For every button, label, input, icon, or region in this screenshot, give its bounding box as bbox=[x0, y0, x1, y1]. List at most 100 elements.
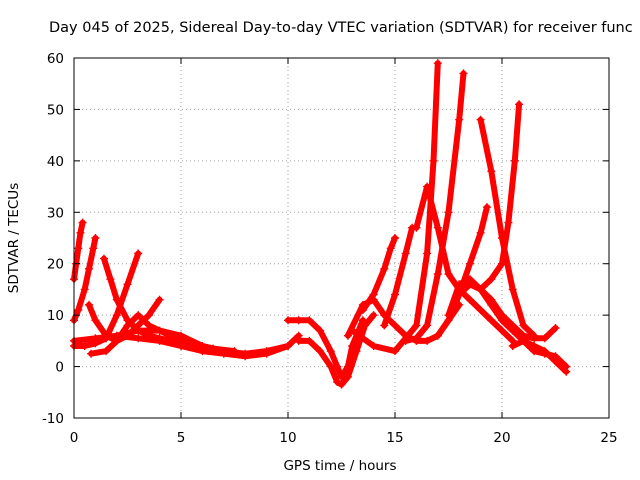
data-point-marker bbox=[483, 203, 492, 212]
data-point-marker bbox=[262, 349, 271, 358]
data-point-marker bbox=[348, 326, 357, 335]
x-axis-label: GPS time / hours bbox=[283, 458, 396, 474]
y-tick-label: 60 bbox=[47, 51, 64, 67]
x-tick-label: 5 bbox=[177, 430, 186, 446]
data-point-marker bbox=[198, 347, 207, 356]
data-point-marker bbox=[112, 331, 121, 340]
data-point-marker bbox=[455, 290, 464, 299]
data-point-marker bbox=[508, 321, 517, 330]
data-point-marker bbox=[102, 347, 111, 356]
data-point-marker bbox=[84, 264, 93, 273]
data-point-marker bbox=[134, 334, 143, 343]
data-point-marker bbox=[391, 290, 399, 299]
data-point-marker bbox=[429, 156, 438, 165]
data-point-marker bbox=[177, 331, 185, 340]
y-tick-label: 30 bbox=[47, 205, 64, 221]
data-point-marker bbox=[519, 321, 528, 330]
data-point-marker bbox=[155, 326, 164, 335]
data-point-marker bbox=[134, 249, 143, 258]
data-point-marker bbox=[91, 234, 100, 242]
data-point-marker bbox=[498, 234, 506, 242]
series-sat-u bbox=[455, 280, 560, 343]
data-point-marker bbox=[401, 336, 410, 345]
data-point-marker bbox=[112, 295, 121, 304]
data-point-marker bbox=[423, 321, 432, 330]
data-point-marker bbox=[444, 208, 453, 217]
data-point-marker bbox=[326, 362, 335, 371]
data-point-marker bbox=[74, 306, 83, 314]
x-tick-layer: 0 5 10 15 20 25 bbox=[70, 58, 618, 446]
data-point-marker bbox=[305, 336, 314, 345]
y-tick-label: 50 bbox=[47, 102, 64, 118]
data-point-marker bbox=[343, 372, 352, 381]
data-point-marker bbox=[177, 342, 185, 350]
data-point-marker bbox=[369, 290, 378, 299]
data-point-marker bbox=[380, 321, 389, 330]
data-point-marker bbox=[316, 326, 325, 335]
data-point-marker bbox=[91, 316, 100, 325]
series-sat-n bbox=[348, 59, 442, 356]
series-trace bbox=[477, 116, 538, 339]
data-point-marker bbox=[476, 285, 485, 294]
data-point-marker bbox=[459, 69, 468, 78]
data-point-marker bbox=[80, 285, 89, 294]
data-point-marker bbox=[391, 234, 399, 242]
data-point-marker bbox=[348, 342, 357, 350]
series-sat-s bbox=[476, 115, 539, 340]
data-point-marker bbox=[305, 316, 314, 325]
data-point-marker bbox=[508, 285, 517, 294]
series-trace bbox=[509, 337, 570, 370]
data-point-marker bbox=[241, 352, 250, 361]
data-point-marker bbox=[433, 59, 442, 68]
data-point-marker bbox=[444, 270, 453, 278]
data-point-marker bbox=[134, 326, 143, 335]
x-tick-label: 10 bbox=[279, 430, 296, 446]
data-point-marker bbox=[519, 336, 528, 345]
data-point-marker bbox=[455, 280, 464, 289]
series-sat-m bbox=[380, 223, 417, 330]
data-point-marker bbox=[515, 100, 524, 109]
data-point-marker bbox=[433, 223, 442, 232]
data-point-marker bbox=[498, 326, 506, 335]
data-point-marker bbox=[89, 244, 98, 253]
data-point-marker bbox=[498, 311, 506, 320]
x-tick-label: 0 bbox=[70, 430, 79, 446]
data-point-marker bbox=[284, 342, 292, 350]
y-tick-label: -10 bbox=[42, 411, 64, 427]
data-point-marker bbox=[465, 280, 474, 289]
data-point-marker bbox=[74, 244, 83, 253]
data-point-marker bbox=[444, 311, 453, 320]
data-point-marker bbox=[91, 334, 100, 343]
plot-frame bbox=[73, 57, 610, 419]
data-point-marker bbox=[476, 306, 485, 314]
data-point-marker bbox=[134, 311, 143, 320]
data-point-marker bbox=[551, 324, 560, 332]
y-tick-label: 0 bbox=[55, 360, 64, 376]
data-point-marker bbox=[530, 334, 539, 343]
data-point-marker bbox=[294, 336, 303, 345]
series-trace bbox=[285, 317, 366, 380]
data-point-marker bbox=[78, 218, 87, 227]
data-point-marker bbox=[465, 295, 474, 304]
x-tick-label: 25 bbox=[600, 430, 617, 446]
y-tick-layer: -10 0 10 20 30 40 50 60 bbox=[42, 51, 609, 427]
data-point-marker bbox=[508, 342, 517, 350]
data-point-marker bbox=[99, 254, 108, 263]
data-point-marker bbox=[333, 378, 342, 386]
data-point-marker bbox=[412, 223, 421, 232]
data-point-marker bbox=[423, 336, 432, 345]
data-point-marker bbox=[423, 182, 432, 191]
data-point-marker bbox=[326, 347, 335, 356]
data-point-marker bbox=[352, 347, 361, 356]
data-point-marker bbox=[487, 275, 496, 284]
data-point-marker bbox=[423, 249, 432, 258]
series-trace bbox=[413, 183, 516, 344]
data-point-marker bbox=[155, 336, 164, 345]
data-point-marker bbox=[391, 321, 399, 330]
data-point-marker bbox=[380, 264, 389, 273]
data-point-marker bbox=[412, 321, 421, 330]
x-tick-label: 20 bbox=[493, 430, 510, 446]
x-tick-label: 15 bbox=[386, 430, 403, 446]
